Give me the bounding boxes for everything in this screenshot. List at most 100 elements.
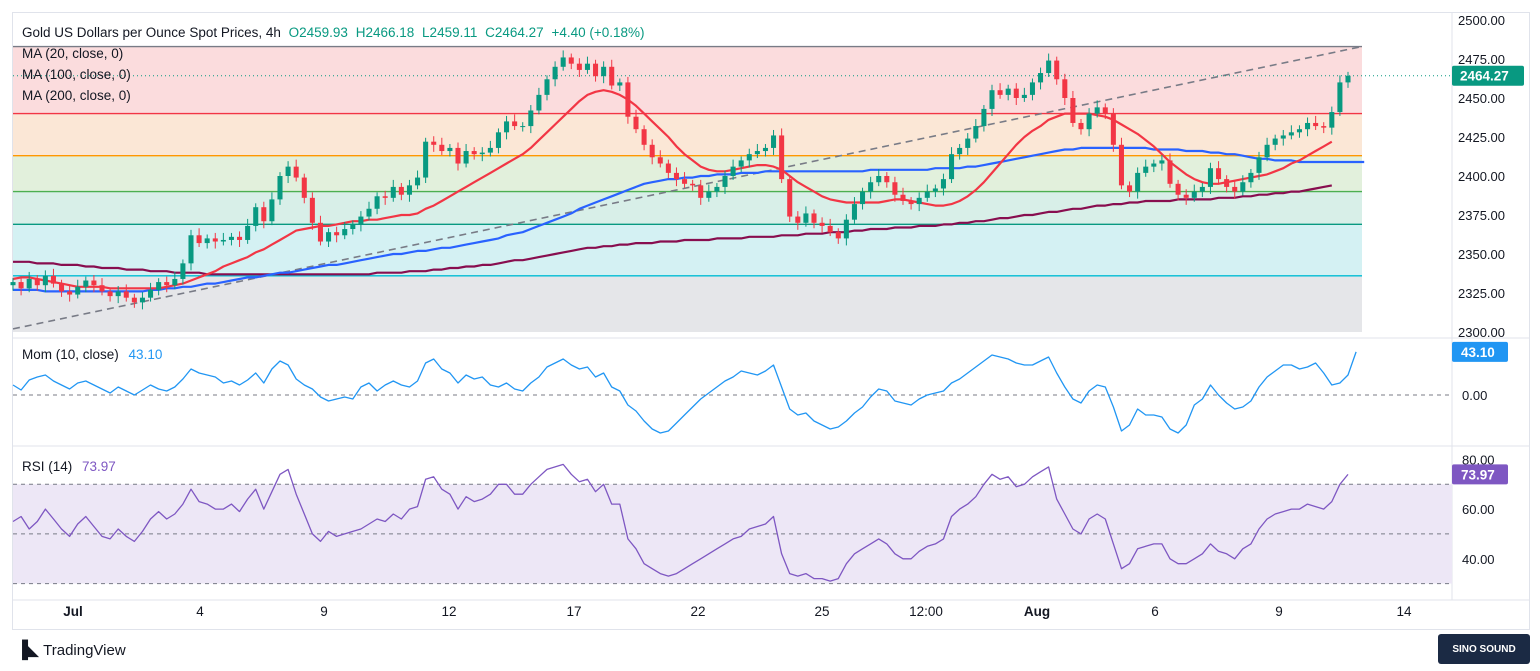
candle-body (91, 280, 97, 286)
candle-body (487, 147, 493, 153)
candle-body (269, 199, 275, 222)
candle-body (366, 208, 372, 217)
candle-body (601, 66, 607, 77)
watermark-logo: SINO SOUND (1438, 634, 1530, 664)
candle-body (835, 232, 841, 239)
candle-body (245, 225, 251, 240)
candle-body (1062, 79, 1068, 98)
candle-body (940, 179, 946, 189)
price-tick-label: 2425.00 (1458, 130, 1505, 145)
candle-body (431, 141, 437, 145)
candle-body (851, 204, 857, 220)
candle-body (957, 147, 963, 155)
candle-body (148, 289, 154, 298)
candle-body (795, 216, 801, 223)
candle-body (1021, 94, 1027, 98)
rsi-legend[interactable]: RSI (14) 73.97 (22, 459, 116, 474)
candle-body (690, 183, 696, 186)
candle-body (156, 282, 162, 290)
x-tick-label: 9 (1275, 604, 1283, 619)
ma100-legend[interactable]: MA (100, close, 0) (22, 67, 131, 82)
candle-body (285, 166, 291, 176)
chart-frame (12, 12, 1530, 630)
tradingview-brand[interactable]: ▐◣ TradingView (16, 640, 126, 660)
ma20-legend[interactable]: MA (20, close, 0) (22, 46, 124, 61)
chart-header: Gold US Dollars per Ounce Spot Prices, 4… (22, 25, 649, 40)
ma200-legend[interactable]: MA (200, close, 0) (22, 88, 131, 103)
mom-legend-value: 43.10 (128, 347, 163, 362)
candle-body (164, 282, 170, 286)
rsi-badge-bg (1452, 464, 1508, 485)
candle-body (609, 66, 615, 86)
price-tick-label: 2450.00 (1458, 91, 1505, 106)
price-tick-label: 2325.00 (1458, 286, 1505, 301)
candle-body (471, 151, 477, 155)
candle-body (1216, 168, 1222, 180)
candle-body (495, 132, 501, 148)
candle-body (649, 144, 655, 158)
candle-body (301, 177, 307, 198)
candle-body (34, 278, 40, 286)
candle-body (1143, 166, 1149, 173)
candle-body (228, 236, 234, 240)
candle-body (900, 194, 906, 201)
candle-body (342, 229, 348, 236)
price-tick-label: 2375.00 (1458, 208, 1505, 223)
price-badge-bg (1452, 65, 1524, 86)
rsi-tick-label: 60.00 (1462, 502, 1495, 517)
mom-badge-bg (1452, 341, 1508, 362)
candle-body (997, 90, 1003, 95)
mom-label: Mom (10, close) (22, 347, 119, 362)
x-tick-label: 6 (1151, 604, 1159, 619)
candle-body (617, 82, 623, 86)
candle-body (439, 144, 445, 152)
ohlc-change: +4.40 (+0.18%) (551, 25, 645, 40)
candle-body (1280, 135, 1286, 139)
candle-body (965, 138, 971, 148)
candle-body (1029, 82, 1035, 95)
x-tick-label: 17 (566, 604, 581, 619)
candle-body (75, 286, 81, 295)
candle-body (309, 197, 315, 223)
price-tick-label: 2350.00 (1458, 247, 1505, 262)
x-tick-label: 22 (690, 604, 705, 619)
candle-body (1305, 122, 1311, 130)
candle-body (1248, 172, 1254, 183)
candle-body (1183, 194, 1189, 198)
candle-body (1313, 122, 1319, 127)
rsi-badge: 73.97 (1461, 467, 1495, 482)
candle-body (754, 151, 760, 155)
candle-body (932, 188, 938, 192)
candle-body (868, 182, 874, 192)
candle-body (123, 291, 129, 298)
candle-body (1296, 129, 1302, 133)
candle-body (682, 179, 688, 184)
candle-body (1345, 75, 1351, 83)
candle-body (625, 82, 631, 117)
candle-body (892, 182, 898, 195)
candle-body (196, 235, 202, 244)
ohlc-close: C2464.27 (485, 25, 544, 40)
candle-body (560, 57, 566, 67)
rsi-label: RSI (14) (22, 459, 73, 474)
candle-body (981, 108, 987, 127)
candle-body (479, 152, 485, 155)
price-tick-label: 2300.00 (1458, 325, 1505, 340)
candle-body (1272, 138, 1278, 145)
candle-body (730, 166, 736, 176)
x-tick-label: 25 (814, 604, 829, 619)
candle-body (1094, 107, 1100, 114)
candle-body (884, 176, 890, 183)
candle-body (415, 177, 421, 186)
tradingview-logo-icon: ▐◣ (16, 640, 39, 659)
candle-body (1288, 132, 1294, 136)
mom-legend[interactable]: Mom (10, close) 43.10 (22, 347, 162, 362)
fib-band (13, 224, 1362, 276)
candle-body (641, 129, 647, 145)
candle-body (576, 63, 582, 70)
candle-body (188, 235, 194, 264)
candle-body (107, 291, 113, 297)
candle-body (552, 66, 558, 80)
candle-body (633, 116, 639, 130)
